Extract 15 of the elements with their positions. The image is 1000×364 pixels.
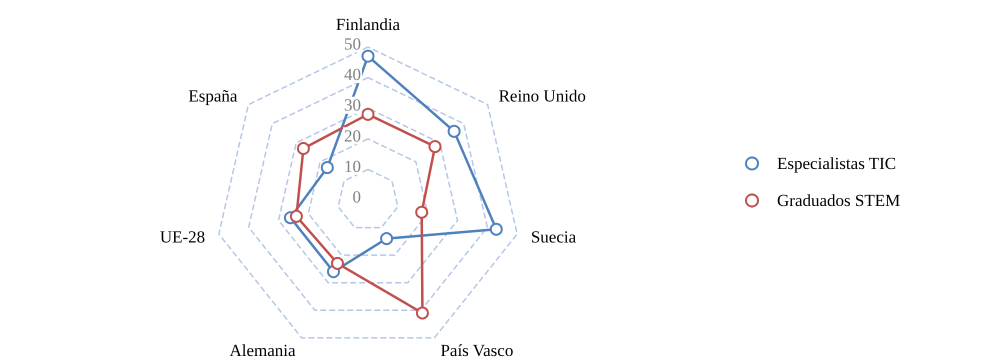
y-tick-label: 30 xyxy=(344,96,361,115)
y-tick-label: 0 xyxy=(352,188,361,206)
spoke-label: Reino Unido xyxy=(498,86,586,106)
spoke-label: Finlandia xyxy=(336,15,401,34)
y-tick-label: 20 xyxy=(344,126,361,146)
y-tick-label: 10 xyxy=(344,156,361,176)
spoke-label: Suecia xyxy=(530,228,577,247)
spoke-label: UE-28 xyxy=(160,228,206,247)
y-tick-label: 40 xyxy=(344,65,361,84)
spoke-label: Alemania xyxy=(229,340,296,360)
spoke-label: España xyxy=(188,86,238,106)
legend-label: Especialistas TIC xyxy=(777,154,896,173)
legend-label: Graduados STEM xyxy=(777,191,900,210)
y-tick-label: 50 xyxy=(344,34,361,54)
spoke-label: País Vasco xyxy=(440,340,514,360)
